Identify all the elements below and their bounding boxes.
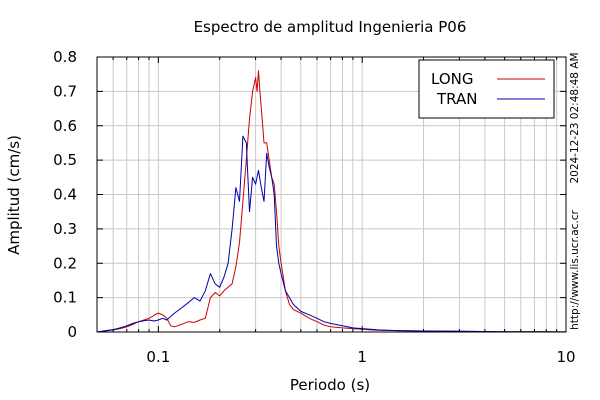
y-tick-label: 0.7	[53, 82, 77, 100]
series-line-long	[96, 70, 566, 333]
y-tick-label: 0.2	[53, 254, 77, 272]
series-line-tran	[96, 135, 567, 333]
y-tick-label: 0.8	[53, 48, 77, 66]
y-tick-label: 0.3	[53, 220, 77, 238]
legend: LONG TRAN	[418, 59, 555, 119]
timestamp-label: 2024-12-23 02:48:48 AM	[569, 52, 581, 183]
chart-title: Espectro de amplitud Ingenieria P06	[194, 18, 467, 36]
legend-box	[418, 59, 555, 119]
x-axis-title: Periodo (s)	[290, 376, 370, 394]
y-tick-label: 0.1	[53, 289, 77, 307]
legend-label-tran: TRAN	[436, 90, 477, 108]
x-tick-label: 0.1	[146, 348, 170, 366]
y-tick-label: 0.6	[53, 117, 77, 135]
axis-ticks: 0 0.1 0.2 0.3 0.4 0.5 0.6 0.7 0.8 0.1 1 10	[53, 48, 575, 366]
x-tick-label: 10	[556, 348, 575, 366]
y-axis-title: Amplitud (cm/s)	[5, 135, 23, 255]
y-tick-label: 0.5	[53, 151, 77, 169]
legend-label-long: LONG	[431, 70, 473, 88]
x-tick-label: 1	[357, 348, 367, 366]
y-tick-label: 0.4	[53, 186, 77, 204]
series-lines	[96, 70, 567, 333]
source-url-label: http://www.lis.ucr.ac.cr	[569, 209, 581, 329]
y-tick-label: 0	[67, 323, 77, 341]
